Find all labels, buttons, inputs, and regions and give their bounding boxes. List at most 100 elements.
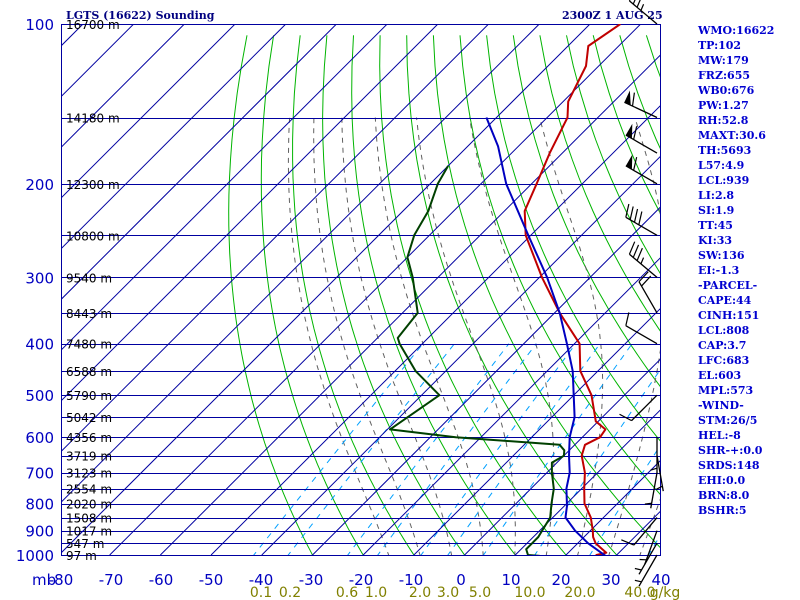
- temperature-tick-label: 0: [456, 571, 466, 589]
- isotherm: [312, 206, 660, 555]
- index-item: CINH:151: [698, 309, 760, 322]
- isotherm: [210, 105, 660, 555]
- barb-shaft: [638, 281, 658, 314]
- barb-shaft: [656, 455, 664, 492]
- dry-adiabat: [379, 35, 567, 555]
- temperature-tick-label: -60: [149, 571, 174, 589]
- barb-feather: [636, 247, 643, 261]
- index-item: SI:1.9: [698, 204, 735, 217]
- temperature-tick-label: 30: [601, 571, 620, 589]
- index-item: CAP:3.7: [698, 339, 747, 352]
- index-item: PW:1.27: [698, 99, 749, 112]
- mixing-ratio-label: 5.0: [469, 585, 491, 600]
- index-item: MPL:573: [698, 384, 754, 397]
- barb-shaft: [633, 517, 658, 546]
- wind-barb: [639, 530, 658, 565]
- index-item: BSHR:5: [698, 504, 747, 517]
- pressure-tick-label: 700: [25, 465, 54, 483]
- height-label: 9540 m: [66, 271, 112, 285]
- temperature-tick-label: -40: [249, 571, 274, 589]
- barb-shaft: [638, 554, 658, 587]
- wind-barb: [625, 123, 658, 154]
- isotherm: [61, 24, 540, 504]
- index-item: KI:33: [698, 234, 733, 247]
- wind-barb: [621, 517, 658, 546]
- isotherm: [61, 24, 439, 402]
- index-item: WMO:16622: [698, 24, 775, 37]
- height-label: 5042 m: [66, 411, 112, 425]
- wind-barb: [638, 271, 658, 314]
- temperature-tick-label: -30: [299, 571, 324, 589]
- mixing-ratio-label: 0.2: [279, 585, 301, 600]
- barb-feather: [633, 126, 638, 140]
- sounding-profiles: [389, 24, 621, 555]
- temperature-tick-label: 40: [651, 571, 670, 589]
- index-item: CAPE:44: [698, 294, 752, 307]
- mixing-ratio-line: [647, 534, 660, 555]
- index-item: RH:52.8: [698, 114, 749, 127]
- isotherm: [160, 54, 660, 555]
- barb-feather: [636, 0, 641, 8]
- index-item: LFC:683: [698, 354, 750, 367]
- mixing-ratio-line: [347, 343, 510, 555]
- isotherm: [464, 358, 660, 555]
- barb-feather: [619, 413, 632, 422]
- mixing-ratio-line: [377, 343, 537, 555]
- height-label: 2554 m: [66, 483, 112, 497]
- barb-pennant: [625, 123, 633, 139]
- wind-barb: [625, 312, 658, 345]
- isotherm: [61, 24, 337, 301]
- temperature-tick-label: 20: [551, 571, 570, 589]
- chart-title: LGTS (16622) Sounding: [66, 9, 215, 22]
- pressure-unit-label: mb: [32, 571, 56, 589]
- dry-adiabat: [459, 35, 660, 495]
- barb-feather: [638, 271, 649, 283]
- barb-feather: [638, 211, 643, 225]
- dry-adiabat: [486, 35, 660, 442]
- barb-feather: [621, 539, 635, 546]
- index-item: SHR-+:0.0: [698, 444, 763, 457]
- index-item: -PARCEL-: [698, 279, 758, 292]
- barb-feather: [632, 244, 640, 258]
- mixing-ratio-label: 40.0: [624, 585, 655, 600]
- dry-adiabat: [351, 35, 516, 555]
- sounding-indices: WMO:16622 TP:102 MW:179 FRZ:655 WB0:676 PW:1.…: [698, 23, 774, 518]
- mixing-ratio-label: 0.1: [250, 585, 272, 600]
- index-item: EHI:0.0: [698, 474, 746, 487]
- index-item: STM:26/5: [698, 414, 758, 427]
- adiabat-lines: [61, 24, 660, 555]
- mixing-ratio-label: 20.0: [564, 585, 595, 600]
- index-item: HEL:-8: [698, 429, 741, 442]
- pressure-tick-label: 500: [25, 387, 54, 405]
- dry-adiabat: [260, 35, 364, 555]
- index-item: LCL:808: [698, 324, 750, 337]
- temperature-tick-label: -10: [399, 571, 424, 589]
- height-label: 4356 m: [66, 431, 112, 445]
- index-item: SRDS:148: [698, 459, 760, 472]
- mixing-ratio-line: [589, 445, 660, 555]
- isotherm: [61, 24, 287, 250]
- barb-shaft: [629, 253, 658, 278]
- height-label: 8443 m: [66, 307, 112, 321]
- height-label: 3123 m: [66, 467, 112, 481]
- pressure-tick-label: 400: [25, 336, 54, 354]
- mixing-ratio-label: 3.0: [437, 585, 459, 600]
- isotherm: [514, 409, 660, 555]
- index-item: TT:45: [698, 219, 733, 232]
- index-item: EI:-1.3: [698, 264, 740, 277]
- pressure-tick-label: 800: [25, 496, 54, 514]
- pressure-tick-label: 1000: [16, 547, 54, 565]
- isotherm: [61, 24, 185, 149]
- temperature-tick-label: 10: [501, 571, 520, 589]
- mixing-ratio-line: [447, 343, 601, 555]
- barb-pennant: [624, 90, 631, 106]
- height-label: 12300 m: [66, 178, 120, 192]
- isotherm: [61, 24, 388, 351]
- mixing-ratio-line: [253, 343, 424, 555]
- index-item: -WIND-: [698, 399, 744, 412]
- mixing-ratio-line: [420, 343, 577, 555]
- temperature-trace: [523, 24, 621, 555]
- temperature-tick-label: -50: [199, 571, 224, 589]
- index-item: BRN:8.0: [698, 489, 750, 502]
